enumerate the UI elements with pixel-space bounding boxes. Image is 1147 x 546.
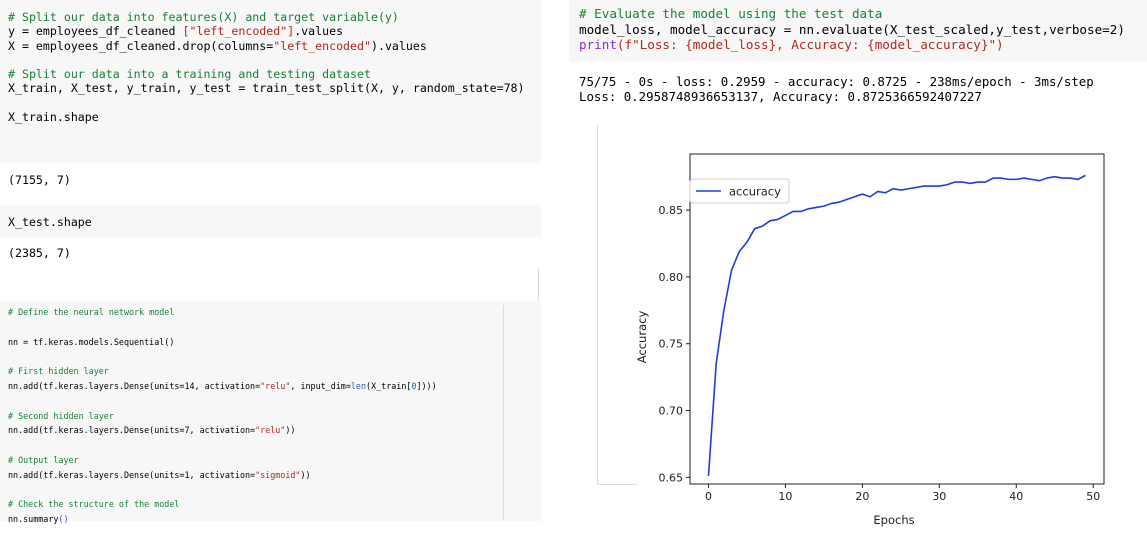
code-line: X_train.shape xyxy=(8,110,541,124)
code-line: # Define the neural network model xyxy=(8,305,541,320)
x-tick-label: 0 xyxy=(705,490,712,503)
code-line: nn.add(tf.keras.layers.Dense(units=14, a… xyxy=(8,379,541,394)
code-token: nn.add(tf.keras.layers.Dense(units=1, ac… xyxy=(8,470,255,480)
code-token: nn.summary xyxy=(8,514,58,524)
y-axis-label: Accuracy xyxy=(635,311,649,364)
code-cell-test-shape[interactable]: X_test.shape xyxy=(0,205,541,237)
code-token: # Split our data into a training and tes… xyxy=(8,67,371,81)
legend-label: accuracy xyxy=(729,185,781,199)
code-token: "left_encoded" xyxy=(273,39,371,53)
code-token: print xyxy=(579,37,617,52)
code-token: # Output layer xyxy=(8,455,79,465)
y-tick-label: 0.75 xyxy=(659,338,684,351)
code-line xyxy=(8,320,541,335)
code-token: )) xyxy=(300,470,310,480)
code-token: .values xyxy=(294,24,343,38)
code-line: y = employees_df_cleaned ["left_encoded"… xyxy=(8,24,541,38)
output-cell-test-shape: (2385, 7) xyxy=(0,240,541,264)
code-token: len xyxy=(351,381,366,391)
x-axis-label: Epochs xyxy=(873,513,914,527)
code-token: nn = tf.keras.models.Sequential() xyxy=(8,337,174,347)
code-line: # First hidden layer xyxy=(8,364,541,379)
code-token: )) xyxy=(285,425,295,435)
code-lines: # Evaluate the model using the test data… xyxy=(579,6,1147,53)
code-token: "relu" xyxy=(260,381,290,391)
code-line: nn.summary() xyxy=(8,512,541,527)
code-cell-define-model[interactable]: # Define the neural network model nn = tf… xyxy=(0,301,541,521)
y-tick-label: 0.70 xyxy=(659,405,684,418)
code-token: () xyxy=(58,514,68,524)
code-line: # Check the structure of the model xyxy=(8,497,541,512)
cell-divider xyxy=(538,268,539,300)
output-line: 75/75 - 0s - loss: 0.2959 - accuracy: 0.… xyxy=(579,74,1147,89)
code-token: ]))) xyxy=(416,381,436,391)
code-line xyxy=(8,483,541,498)
code-token: # Second hidden layer xyxy=(8,411,114,421)
code-token: , input_dim= xyxy=(290,381,351,391)
code-token: ).values xyxy=(371,39,427,53)
code-line: nn.add(tf.keras.layers.Dense(units=1, ac… xyxy=(8,468,541,483)
code-lines: # Split our data into features(X) and ta… xyxy=(8,10,541,124)
code-token: # Define the neural network model xyxy=(8,307,174,317)
code-token: ["left_encoded"] xyxy=(183,24,295,38)
code-token: # Evaluate the model using the test data xyxy=(579,6,882,21)
code-token: nn.add(tf.keras.layers.Dense(units=14, a… xyxy=(8,381,260,391)
code-token: "relu" xyxy=(255,425,285,435)
code-token: # Check the structure of the model xyxy=(8,499,179,509)
x-tick-label: 20 xyxy=(855,490,869,503)
accuracy-chart: 0 10 20 30 40 50 0.65 0.70 0.75 0.80 0.85 accuracy… xyxy=(597,124,1147,542)
output-text: (7155, 7) xyxy=(8,173,541,187)
code-line: # Split our data into features(X) and ta… xyxy=(8,10,541,24)
code-line xyxy=(8,349,541,364)
output-line: Loss: 0.2958748936653137, Accuracy: 0.87… xyxy=(579,89,1147,104)
code-token: X_train, X_test, y_train, y_test = train… xyxy=(8,81,525,95)
output-text: (2385, 7) xyxy=(8,246,541,260)
code-token: model_loss, model_accuracy = nn.evaluate… xyxy=(579,22,1125,37)
output-lines: 75/75 - 0s - loss: 0.2959 - accuracy: 0.… xyxy=(579,74,1147,104)
code-cell-evaluate-model[interactable]: # Evaluate the model using the test data… xyxy=(569,0,1147,62)
x-tick-label: 10 xyxy=(778,490,792,503)
y-tick-label: 0.65 xyxy=(659,471,684,484)
code-line xyxy=(8,438,541,453)
code-line: X_train, X_test, y_train, y_test = train… xyxy=(8,81,541,95)
code-line: # Output layer xyxy=(8,453,541,468)
code-line xyxy=(8,96,541,110)
code-token: (f"Loss: {model_loss}, Accuracy: {model_… xyxy=(617,37,1004,52)
x-tick-label: 40 xyxy=(1009,490,1023,503)
code-token: "sigmoid" xyxy=(255,470,300,480)
output-cell-train-shape: (7155, 7) xyxy=(0,163,541,201)
code-line xyxy=(8,394,541,409)
x-tick-label: 30 xyxy=(932,490,946,503)
code-line: model_loss, model_accuracy = nn.evaluate… xyxy=(579,22,1147,38)
code-line: # Second hidden layer xyxy=(8,409,541,424)
accuracy-chart-svg: 0 10 20 30 40 50 0.65 0.70 0.75 0.80 0.85 accuracy… xyxy=(597,124,1147,542)
chart-legend: accuracy xyxy=(690,179,789,203)
x-tick-label: 50 xyxy=(1086,490,1100,503)
y-tick-label: 0.80 xyxy=(659,271,684,284)
code-token: # Split our data into features(X) and ta… xyxy=(8,10,399,24)
code-line: nn.add(tf.keras.layers.Dense(units=7, ac… xyxy=(8,423,541,438)
code-line: X_test.shape xyxy=(8,215,541,229)
code-line xyxy=(8,53,541,67)
code-line: # Evaluate the model using the test data xyxy=(579,6,1147,22)
code-token: (X_train[ xyxy=(366,381,411,391)
code-line: X = employees_df_cleaned.drop(columns="l… xyxy=(8,39,541,53)
evaluation-output: 75/75 - 0s - loss: 0.2959 - accuracy: 0.… xyxy=(569,66,1147,112)
code-token: # First hidden layer xyxy=(8,366,109,376)
code-lines: # Define the neural network model nn = tf… xyxy=(8,305,541,527)
code-line: print(f"Loss: {model_loss}, Accuracy: {m… xyxy=(579,37,1147,53)
code-token: y = employees_df_cleaned xyxy=(8,24,183,38)
code-line: nn = tf.keras.models.Sequential() xyxy=(8,335,541,350)
code-token: nn.add(tf.keras.layers.Dense(units=7, ac… xyxy=(8,425,255,435)
cell-scrollbar[interactable] xyxy=(503,305,504,520)
code-token: X_train.shape xyxy=(8,110,99,124)
code-token: X = employees_df_cleaned.drop(columns= xyxy=(8,39,273,53)
code-line: # Split our data into a training and tes… xyxy=(8,67,541,81)
y-tick-label: 0.85 xyxy=(659,204,684,217)
code-cell-split-data[interactable]: # Split our data into features(X) and ta… xyxy=(0,0,541,163)
